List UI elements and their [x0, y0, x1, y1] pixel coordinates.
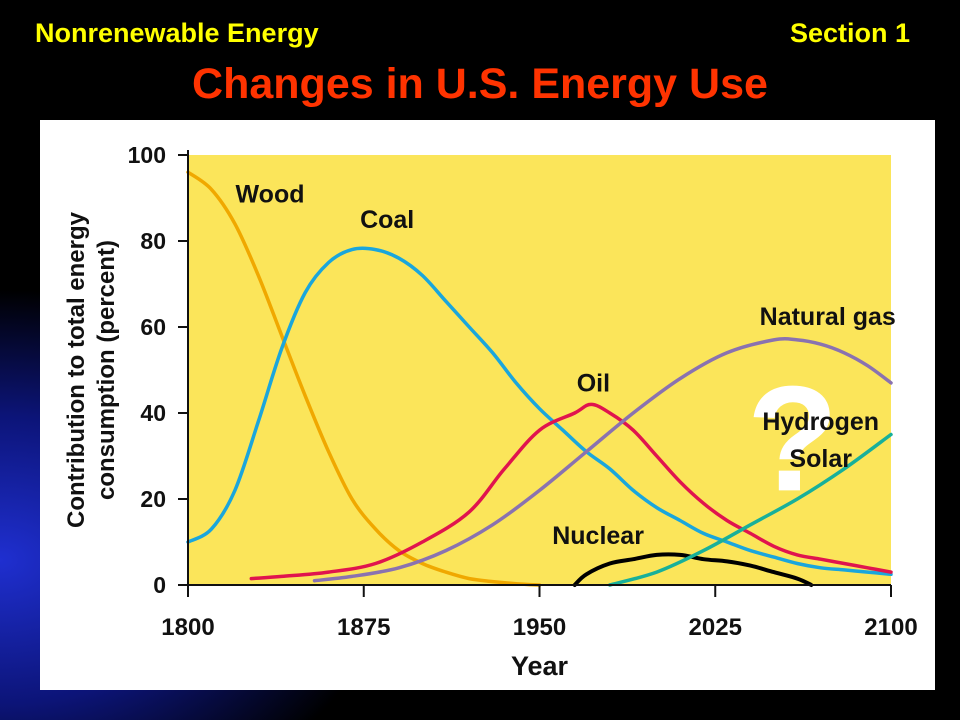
x-axis-title: Year: [511, 651, 569, 681]
y-tick-label: 60: [140, 314, 166, 340]
section-label: Section 1: [789, 18, 910, 48]
y-tick-label: 100: [128, 142, 166, 168]
x-tick-label: 2025: [689, 614, 742, 641]
y-tick-label: 80: [140, 228, 166, 254]
y-tick-label: 20: [140, 486, 166, 512]
x-tick-label: 2100: [864, 614, 917, 641]
chart-panel: ? 0 20 40 60 80 100 1800 1875 1950 2025 2100 Year Co…: [40, 120, 935, 690]
series-label-oil: Oil: [577, 370, 610, 398]
series-label-natural-gas: Natural gas: [760, 303, 896, 331]
series-line-coal: [186, 246, 893, 577]
question-mark-annotation: ?: [747, 354, 839, 522]
chapter-label: Nonrenewable Energy: [35, 18, 319, 48]
series-line-natural-gas: [312, 337, 893, 583]
series-line-hydrogen-solar: [608, 432, 893, 587]
energy-use-chart: ? 0 20 40 60 80 100 1800 1875 1950 2025 2100 Year Co…: [63, 142, 918, 681]
series-line-wood: [186, 170, 542, 587]
series-label-nuclear: Nuclear: [552, 522, 644, 550]
y-tick-label: 0: [153, 572, 166, 598]
y-axis-title: Contribution to total energy consumption …: [63, 211, 120, 528]
x-tick-label: 1875: [337, 614, 390, 641]
slide-title: Changes in U.S. Energy Use: [192, 60, 768, 108]
series-line-oil: [249, 402, 893, 581]
y-tick-label: 40: [140, 400, 166, 426]
x-tick-label: 1800: [161, 614, 214, 641]
series-label-solar: Solar: [789, 445, 852, 473]
series-label-wood: Wood: [236, 180, 305, 208]
x-tick-label: 1950: [513, 614, 566, 641]
series-label-hydrogen: Hydrogen: [762, 408, 879, 436]
series-label-coal: Coal: [360, 206, 414, 234]
